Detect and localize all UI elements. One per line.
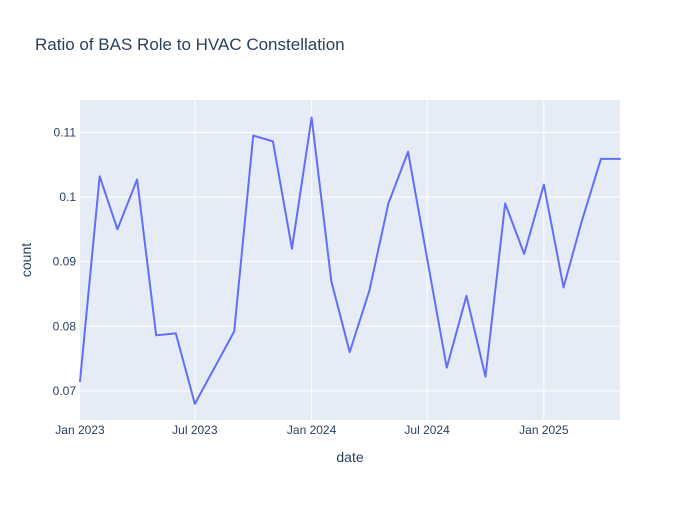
- y-tick-labels: 0.07 0.08 0.09 0.1 0.11: [53, 125, 77, 398]
- y-axis-title: count: [18, 243, 34, 277]
- x-tick-label: Jan 2025: [519, 423, 569, 437]
- x-tick-label: Jan 2023: [55, 423, 105, 437]
- y-tick-label: 0.08: [53, 319, 77, 333]
- x-tick-label: Jul 2023: [172, 423, 218, 437]
- x-axis-title: date: [336, 449, 363, 465]
- chart-title: Ratio of BAS Role to HVAC Constellation: [35, 35, 345, 54]
- x-tick-label: Jul 2024: [404, 423, 450, 437]
- x-tick-labels: Jan 2023 Jul 2023 Jan 2024 Jul 2024 Jan 2025: [55, 423, 569, 437]
- y-tick-label: 0.07: [53, 384, 77, 398]
- y-tick-label: 0.1: [59, 190, 76, 204]
- x-tick-label: Jan 2024: [287, 423, 337, 437]
- y-tick-label: 0.09: [53, 255, 77, 269]
- plot-area: [80, 100, 620, 420]
- y-tick-label: 0.11: [54, 125, 77, 139]
